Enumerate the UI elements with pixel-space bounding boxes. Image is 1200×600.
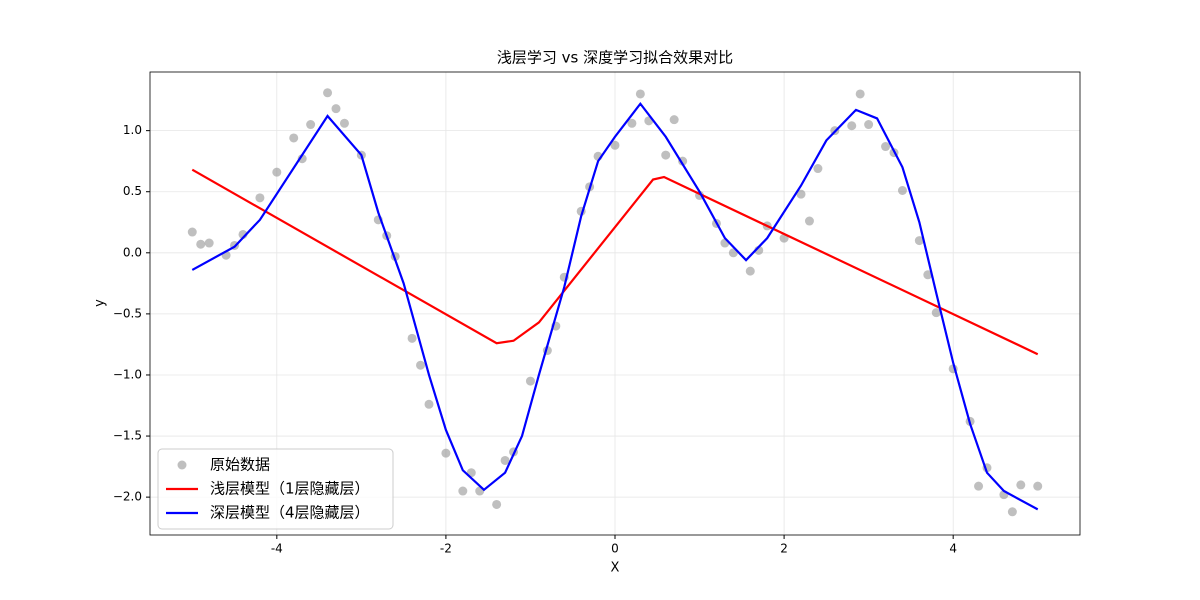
scatter-point	[881, 142, 891, 152]
chart-title: 浅层学习 vs 深度学习拟合效果对比	[497, 49, 733, 67]
y-tick-label: 0.0	[123, 245, 142, 259]
scatter-point	[610, 140, 620, 150]
scatter-point	[416, 360, 426, 370]
x-tick-label: 0	[611, 542, 619, 556]
legend-label: 浅层模型（1层隐藏层）	[210, 480, 370, 498]
legend-box	[157, 448, 394, 530]
x-tick-label: 2	[780, 542, 788, 556]
scatter-point	[931, 308, 941, 318]
scatter-point	[492, 499, 502, 509]
scatter-point	[187, 227, 197, 237]
x-tick-label: -4	[271, 542, 283, 556]
scatter-point	[855, 89, 865, 99]
scatter-point	[204, 238, 214, 248]
x-tick-label: 4	[949, 542, 957, 556]
scatter-point	[1007, 507, 1017, 517]
scatter-point	[627, 118, 637, 128]
line-series	[191, 168, 1039, 356]
scatter-point	[407, 333, 417, 343]
scatter-point	[1016, 480, 1026, 490]
scatter-point	[897, 185, 907, 195]
y-tick-label: −2.0	[113, 490, 142, 504]
legend-label: 原始数据	[210, 456, 270, 474]
scatter-point	[331, 104, 341, 114]
plot-frame	[149, 71, 1081, 536]
scatter-point	[804, 216, 814, 226]
scatter-point	[974, 481, 984, 491]
scatter-point	[500, 455, 510, 465]
y-tick-label: −1.5	[113, 429, 142, 443]
scatter-point	[796, 189, 806, 199]
scatter-point	[306, 120, 316, 130]
line-series	[191, 101, 1039, 511]
scatter-point	[661, 150, 671, 160]
scatter-point	[458, 486, 468, 496]
scatter-point	[255, 193, 265, 203]
scatter-point	[914, 236, 924, 246]
y-axis-label: y	[93, 299, 108, 307]
scatter-point	[525, 376, 535, 386]
scatter-point	[289, 133, 299, 143]
x-tick-label: -2	[440, 542, 452, 556]
scatter-point	[864, 120, 874, 130]
scatter-point	[923, 270, 933, 280]
scatter-point	[635, 89, 645, 99]
scatter-point	[813, 164, 823, 174]
y-tick-label: −1.0	[113, 367, 142, 381]
scatter-point	[196, 239, 206, 249]
scatter-point	[424, 399, 434, 409]
x-axis-label: X	[611, 561, 620, 576]
y-tick-label: 1.0	[123, 123, 142, 137]
y-tick-label: −0.5	[113, 306, 142, 320]
scatter-point	[1033, 481, 1043, 491]
scatter-point	[745, 266, 755, 276]
scatter-point	[847, 121, 857, 131]
legend-marker	[177, 460, 187, 470]
scatter-point	[339, 118, 349, 128]
scatter-point	[323, 88, 333, 98]
scatter-point	[441, 448, 451, 458]
legend-label: 深层模型（4层隐藏层）	[210, 504, 370, 522]
scatter-point	[272, 167, 282, 177]
y-tick-label: 0.5	[123, 184, 142, 198]
scatter-point	[669, 115, 679, 125]
